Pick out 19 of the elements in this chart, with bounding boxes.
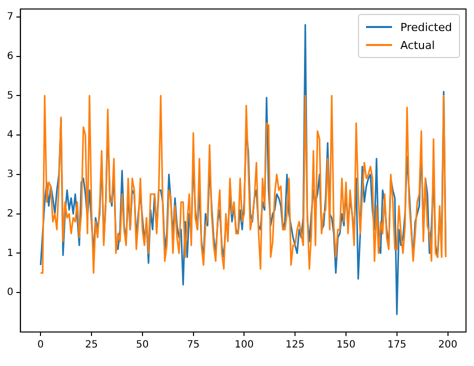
x-tick-label: 100 xyxy=(234,340,254,351)
x-tick-label: 75 xyxy=(186,340,200,351)
y-tick-label: 1 xyxy=(6,248,14,259)
x-tick-label: 200 xyxy=(438,340,458,351)
x-tick-label: 0 xyxy=(37,340,44,351)
legend-label: Actual xyxy=(400,38,435,52)
y-tick-label: 7 xyxy=(6,11,14,22)
x-tick-label: 125 xyxy=(286,340,305,351)
y-tick-label: 6 xyxy=(6,50,14,62)
x-tick-label: 175 xyxy=(387,340,406,351)
y-tick-label: 0 xyxy=(6,287,14,298)
y-tick-label: 5 xyxy=(6,90,14,102)
y-tick-label: 4 xyxy=(6,130,14,141)
y-tick-label: 3 xyxy=(6,169,14,180)
x-tick-label: 50 xyxy=(136,340,149,351)
x-tick-label: 150 xyxy=(336,340,356,351)
x-tick-label: 25 xyxy=(85,340,98,351)
y-tick-label: 2 xyxy=(6,208,14,220)
legend-label: Predicted xyxy=(400,20,452,34)
